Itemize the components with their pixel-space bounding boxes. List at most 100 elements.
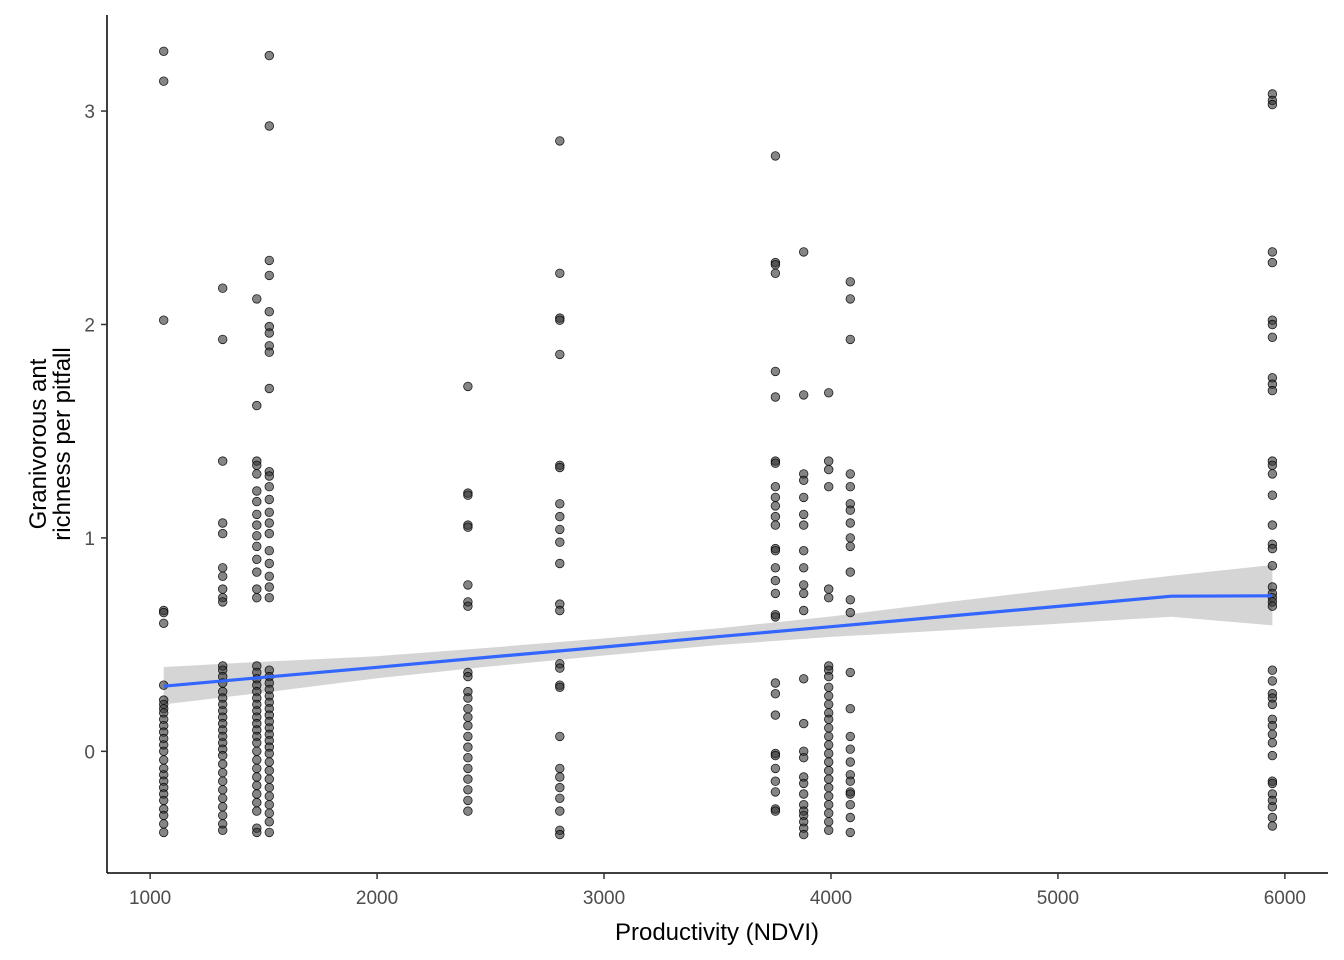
data-point [555, 558, 565, 569]
data-point [264, 827, 275, 838]
data-point [264, 518, 275, 528]
data-point [217, 334, 228, 345]
data-point [824, 593, 834, 603]
data-point [217, 785, 228, 795]
data-point [463, 522, 473, 532]
data-point [770, 787, 781, 797]
data-point [158, 618, 169, 629]
data-point [770, 260, 781, 270]
data-point [1267, 561, 1278, 571]
data-point [845, 667, 856, 678]
data-point [463, 774, 473, 784]
confidence-ribbon [163, 565, 1273, 705]
data-point [845, 533, 856, 543]
data-point [555, 524, 565, 535]
data-point [1267, 490, 1278, 500]
data-point [555, 537, 565, 547]
data-point [824, 714, 834, 725]
data-point [824, 723, 834, 733]
data-point [770, 763, 781, 774]
data-point [770, 392, 781, 402]
data-point [845, 827, 856, 838]
data-point [463, 704, 473, 714]
data-point [252, 789, 262, 799]
data-point [845, 800, 856, 810]
data-point [770, 268, 781, 279]
data-point [824, 774, 834, 784]
data-point [824, 682, 834, 693]
data-point [845, 757, 856, 767]
y-tick-label: 2 [84, 315, 95, 336]
x-tick-label: 2000 [356, 888, 398, 909]
data-point [824, 699, 834, 710]
y-axis-title-line-1: Granivorous ant [25, 358, 52, 529]
data-point [264, 593, 275, 603]
data-point [158, 46, 169, 57]
data-point [555, 605, 565, 616]
data-point [824, 691, 834, 701]
data-point [770, 511, 781, 522]
data-point [845, 744, 856, 754]
data-point [799, 789, 809, 799]
data-point [799, 718, 809, 729]
data-point [555, 772, 565, 782]
data-point [770, 458, 781, 468]
data-point [1267, 332, 1278, 343]
data-point [264, 270, 275, 281]
data-point [770, 750, 781, 761]
confidence-ribbon-layer [163, 565, 1273, 705]
data-point [770, 482, 781, 492]
data-point [770, 563, 781, 573]
y-axis-title: Granivorous ant richness per pitfall [25, 347, 76, 540]
data-point [158, 315, 169, 325]
data-point [463, 742, 473, 752]
data-point [252, 469, 262, 479]
data-point [1267, 99, 1278, 110]
data-point [799, 605, 809, 616]
data-point [1267, 676, 1278, 686]
data-point [845, 334, 856, 345]
data-point [799, 674, 809, 684]
data-point [264, 791, 275, 801]
data-point [264, 571, 275, 582]
data-point [252, 797, 262, 808]
data-point [799, 520, 809, 530]
data-point [555, 349, 565, 360]
data-point [824, 800, 834, 810]
data-point [252, 738, 262, 748]
data-point [770, 546, 781, 556]
data-point [463, 712, 473, 722]
data-point [217, 759, 228, 769]
data-point [264, 765, 275, 776]
data-point [264, 558, 275, 569]
data-point [770, 151, 781, 161]
data-point [463, 795, 473, 806]
data-point [252, 593, 262, 603]
data-point [252, 486, 262, 496]
x-tick-label: 3000 [583, 888, 625, 909]
data-point [799, 390, 809, 400]
data-point [252, 806, 262, 816]
data-point [770, 366, 781, 377]
data-point [463, 763, 473, 774]
data-point [252, 496, 262, 507]
data-point [845, 789, 856, 799]
data-point [555, 511, 565, 522]
data-point [264, 808, 275, 818]
data-point [845, 294, 856, 304]
data-point [217, 597, 228, 607]
data-point [252, 541, 262, 552]
data-point [264, 748, 275, 759]
data-point [463, 785, 473, 795]
data-point [252, 520, 262, 530]
data-point [252, 755, 262, 765]
data-point [1267, 543, 1278, 554]
data-point [845, 776, 856, 786]
data-point [555, 682, 565, 693]
data-point [824, 464, 834, 475]
data-point [158, 827, 169, 838]
data-point [770, 492, 781, 503]
data-point [770, 776, 781, 786]
data-point [824, 388, 834, 398]
data-point [264, 800, 275, 810]
